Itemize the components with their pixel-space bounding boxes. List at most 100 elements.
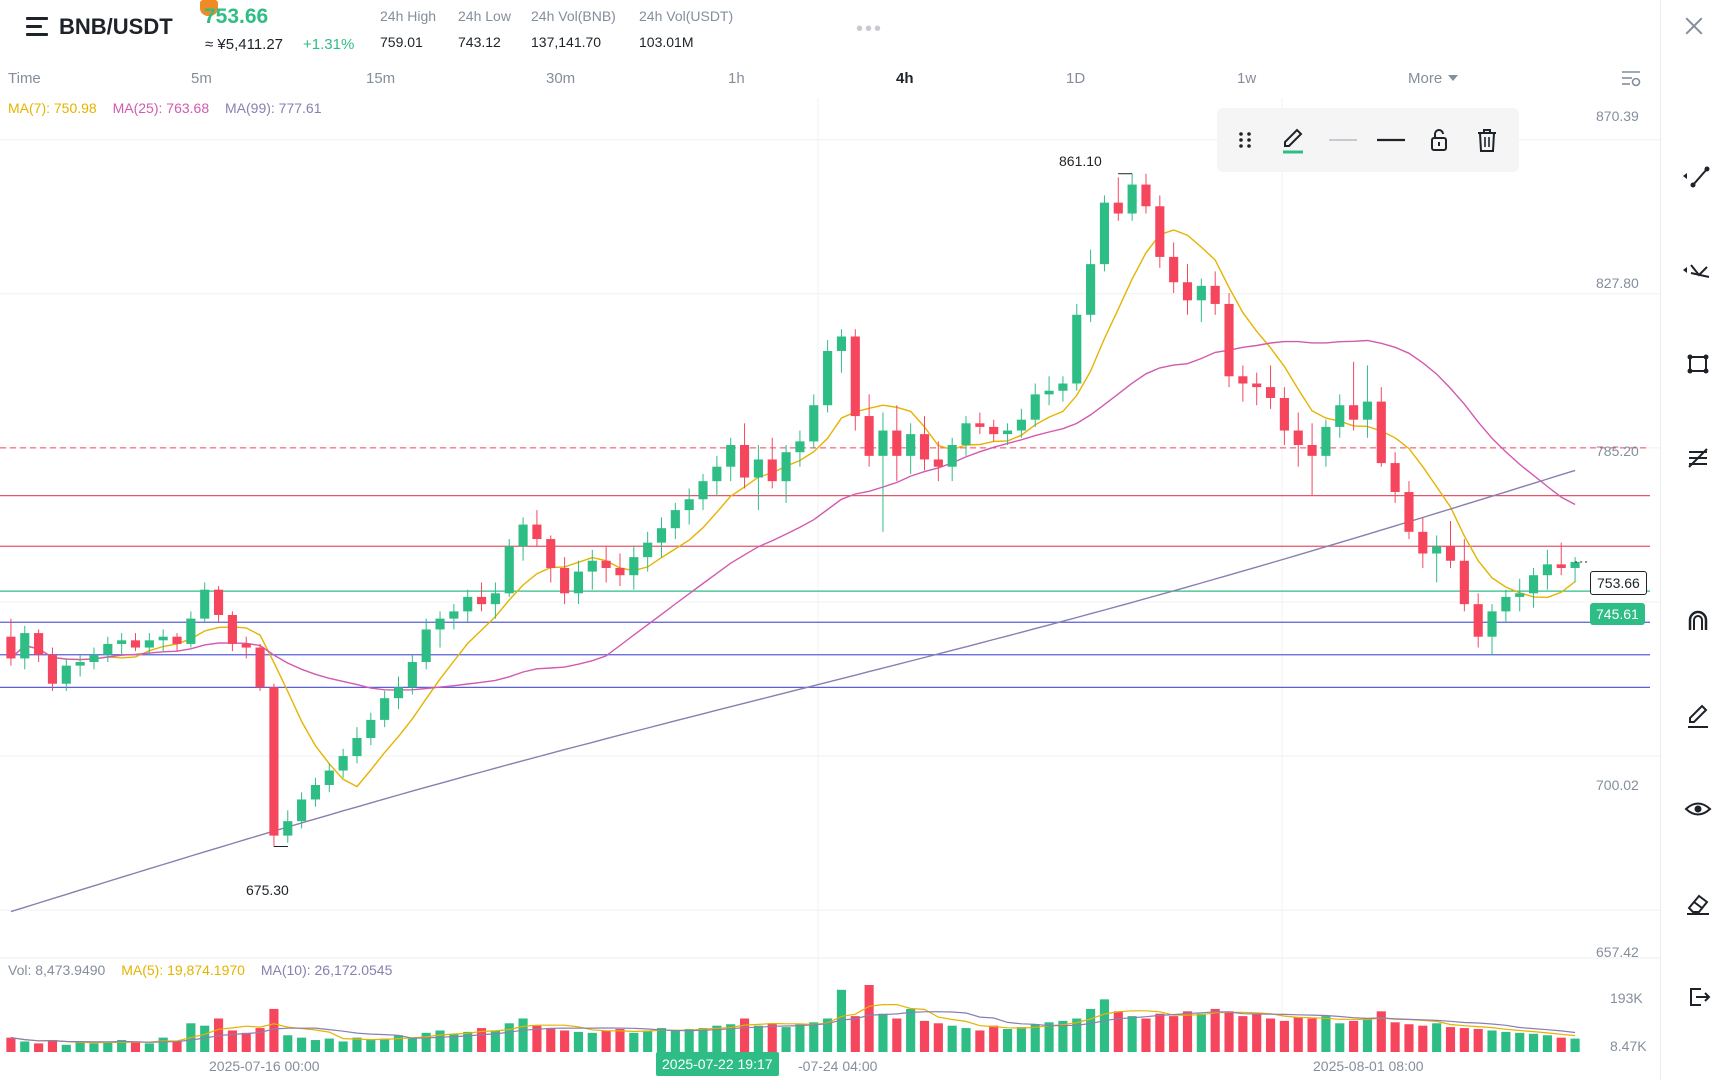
volume-bar [407,1037,417,1052]
multi-line-icon[interactable] [1683,255,1713,285]
pair-title[interactable]: BNB/USDT [59,14,173,39]
candle-body [1072,314,1082,384]
candle-body [1501,596,1511,612]
tab-1h[interactable]: 1h [728,70,745,87]
volume-bar [712,1025,722,1052]
rectangle-icon[interactable] [1683,349,1713,379]
volume-bar [1432,1023,1442,1052]
candle-body [1473,604,1483,637]
candle-body [380,698,390,720]
candle-body [490,593,500,605]
tab-5m[interactable]: 5m [191,70,212,87]
volume-bar [587,1032,597,1052]
volume-bar [906,1008,916,1052]
volume-bar [1169,1016,1179,1052]
volume-bar [227,1030,237,1052]
candle-body [1487,611,1497,637]
candle-body [795,441,805,453]
candle-body [1404,492,1414,532]
volume-bar [20,1041,30,1052]
tab-1w[interactable]: 1w [1237,70,1257,87]
eye-icon[interactable] [1683,794,1713,824]
pencil-icon[interactable] [1275,122,1311,158]
tab-30m[interactable]: 30m [546,70,576,87]
ma7-line [10,229,1576,788]
tab-time[interactable]: Time [8,70,41,87]
volume-bar [975,1030,985,1052]
candle-body [739,445,750,478]
volume-bar [255,1028,265,1052]
volume-bar [338,1041,348,1052]
volume-bar [573,1031,584,1052]
candle-body [906,434,916,456]
candle-body [1030,394,1040,420]
thick-line-icon[interactable] [1373,122,1409,158]
pencil-icon[interactable] [1683,700,1713,730]
lock-icon[interactable] [1421,122,1457,158]
eraser-icon[interactable] [1683,888,1713,918]
volume-bar [1072,1018,1082,1052]
fib-icon[interactable] [1683,443,1713,473]
candle-body [1044,390,1054,395]
candle-body [989,426,999,435]
trash-icon[interactable] [1469,122,1505,158]
menu-icon[interactable] [26,17,48,37]
thin-line-icon[interactable] [1325,122,1361,158]
volume-bar [656,1028,667,1052]
candle-body [1293,430,1303,445]
volume-axis-label: 193K [1610,990,1643,1006]
tab-more[interactable]: More [1408,70,1459,87]
tab-4h[interactable]: 4h [896,70,914,87]
volume-bar [61,1044,71,1052]
volume-bar [1542,1035,1552,1052]
more-dots-icon[interactable]: ••• [856,18,884,40]
candle-body [6,636,16,659]
volume-bar [1182,1011,1193,1052]
volume-bar [476,1028,487,1052]
candle-body [532,524,542,540]
magnet-icon[interactable] [1683,606,1713,636]
price-change: +1.31% [303,36,355,53]
tab-15m[interactable]: 15m [366,70,396,87]
volume-bar [1570,1038,1580,1052]
ma25-line [10,339,1576,691]
candle-body [200,589,210,619]
volume-bar [1196,1013,1206,1052]
price-axis-label: 700.02 [1596,777,1639,793]
volume-bar [200,1025,210,1052]
volume-bar [1002,1029,1013,1052]
candle-body [836,336,847,351]
drag-handle-icon[interactable] [1227,122,1263,158]
volume-bar [47,1040,58,1052]
candle-body [726,445,736,467]
candle-body [1210,285,1220,304]
volume-bar [947,1025,957,1052]
candle-body [463,596,473,612]
candle-body [781,452,791,482]
volume-bar [1016,1027,1026,1052]
candle-body [476,596,487,605]
candle-body [1376,401,1386,464]
volume-bar [892,1018,902,1052]
candle-body [213,589,224,615]
candle-body [47,654,58,684]
candle-body [283,821,293,836]
candle-body [186,618,196,644]
candle-body [297,799,307,822]
candle-body [504,546,514,594]
volume-bar [1390,1022,1400,1052]
promo-badge-icon[interactable] [200,0,218,16]
volume-bar [989,1025,999,1052]
candle-body [407,662,417,688]
volume-bar [421,1032,431,1052]
trend-line-icon[interactable] [1683,161,1713,191]
volume-bar [6,1037,16,1052]
exit-icon[interactable] [1683,982,1713,1012]
line-price-tag[interactable]: 745.61 [1590,603,1645,625]
tab-1d[interactable]: 1D [1066,70,1086,87]
volume-bar [144,1043,154,1052]
volume-bar [1487,1030,1497,1052]
chart-settings-icon[interactable] [1620,67,1642,89]
candle-body [684,499,694,511]
